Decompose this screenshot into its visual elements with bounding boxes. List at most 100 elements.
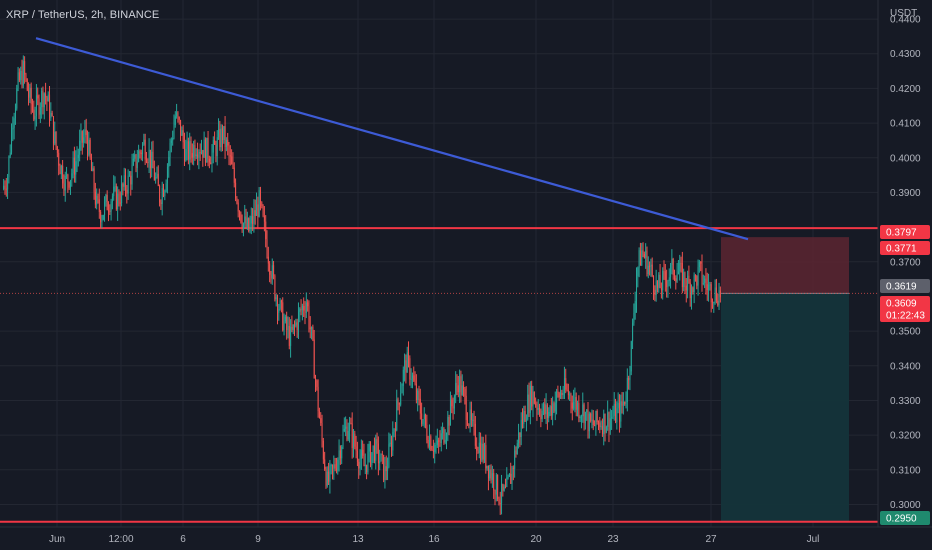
candle-body [392,432,394,451]
candle-body [422,419,424,424]
candle-body [626,378,628,402]
candle-body [170,140,172,143]
candle-body [92,168,94,171]
candle-body [518,432,520,444]
candle-body [149,149,151,169]
candle-body [533,392,535,404]
candle-body [660,287,662,291]
candle-body [96,195,98,205]
candle-body [552,403,554,416]
candle-body [502,483,504,491]
candle-body [206,137,208,163]
time-axis[interactable]: Jun 12:00 6 9 13 16 20 23 27 Jul [49,534,819,545]
candle-body [444,439,446,443]
candle-body [549,406,551,412]
candle-body [97,195,99,200]
candle-body [594,424,596,426]
candle-body [136,161,138,168]
candle-body [126,189,128,194]
chart-title: XRP / TetherUS, 2h, BINANCE [6,9,160,21]
candle-body [252,216,254,224]
candle-body [651,264,653,277]
candle-body [510,473,512,484]
candle-body [346,426,348,440]
candle-body [198,152,200,158]
candle-body [225,139,227,147]
candle-body [575,397,577,410]
candle-body [567,390,569,396]
candle-body [696,276,698,286]
candle-body [292,324,294,330]
candle-body [75,161,77,175]
candle-body [525,419,527,422]
price-tag-countdown: 01:22:43 [886,311,925,322]
candle-body [406,352,408,373]
trendline[interactable] [35,37,749,241]
candle-body [4,185,6,189]
candle-body [14,108,16,119]
candle-body [709,284,711,286]
candle-body [396,399,398,431]
candle-body [321,422,323,441]
candle-body [309,327,311,330]
candle-body [363,455,365,467]
candle-body [68,182,70,188]
candle-body [17,72,19,89]
candle-body [37,95,39,99]
candle-body [381,453,383,455]
candle-body [186,141,188,150]
candle-body [241,221,243,229]
candle-body [330,465,332,467]
horizontal-lines[interactable] [0,227,878,523]
price-tag-value: 0.2950 [886,514,917,525]
candle-body [100,211,102,223]
candle-body [476,445,478,451]
candle-body [203,139,205,158]
candle-body [487,465,489,479]
candle-body [498,498,500,504]
candle-body [325,469,327,486]
candle-body [419,398,421,414]
candle-body [591,419,593,422]
candle-body [94,191,96,205]
candle-body [22,61,24,86]
candle-body [146,159,148,162]
candle-body [56,146,58,153]
candle-body [208,158,210,163]
position-zones[interactable] [721,237,849,522]
candle-body [608,412,610,431]
candle-body [153,168,155,181]
candle-body [119,202,121,204]
candle-body [287,325,289,330]
y-tick-label: 0.3900 [890,188,921,199]
candle-body [405,360,407,373]
y-tick-label: 0.3500 [890,327,921,338]
candle-body [677,271,679,275]
candle-body [249,223,251,232]
y-tick-label: 0.4200 [890,84,921,95]
candle-body [688,275,690,283]
candle-body [157,173,159,186]
candle-body [80,131,82,141]
candle-body [351,423,353,449]
candle-body [713,301,715,304]
candle-body [474,423,476,446]
candle-body [98,199,100,212]
candle-body [656,280,658,288]
candle-body [531,385,533,407]
candle-body [191,153,193,158]
candle-body [671,259,673,265]
candle-body [414,380,416,384]
candle-body [439,441,441,443]
candle-body [519,432,521,437]
candle-body [26,79,28,91]
price-axis[interactable]: USDT 0.4400 0.4300 0.4200 0.4100 0.4000 0.390… [890,8,921,511]
candle-body [637,267,639,277]
candle-body [335,468,337,471]
candle-body [384,466,386,481]
candle-body [473,419,475,424]
candle-body [653,276,655,290]
candle-body [189,141,191,160]
candle-body [356,450,358,462]
